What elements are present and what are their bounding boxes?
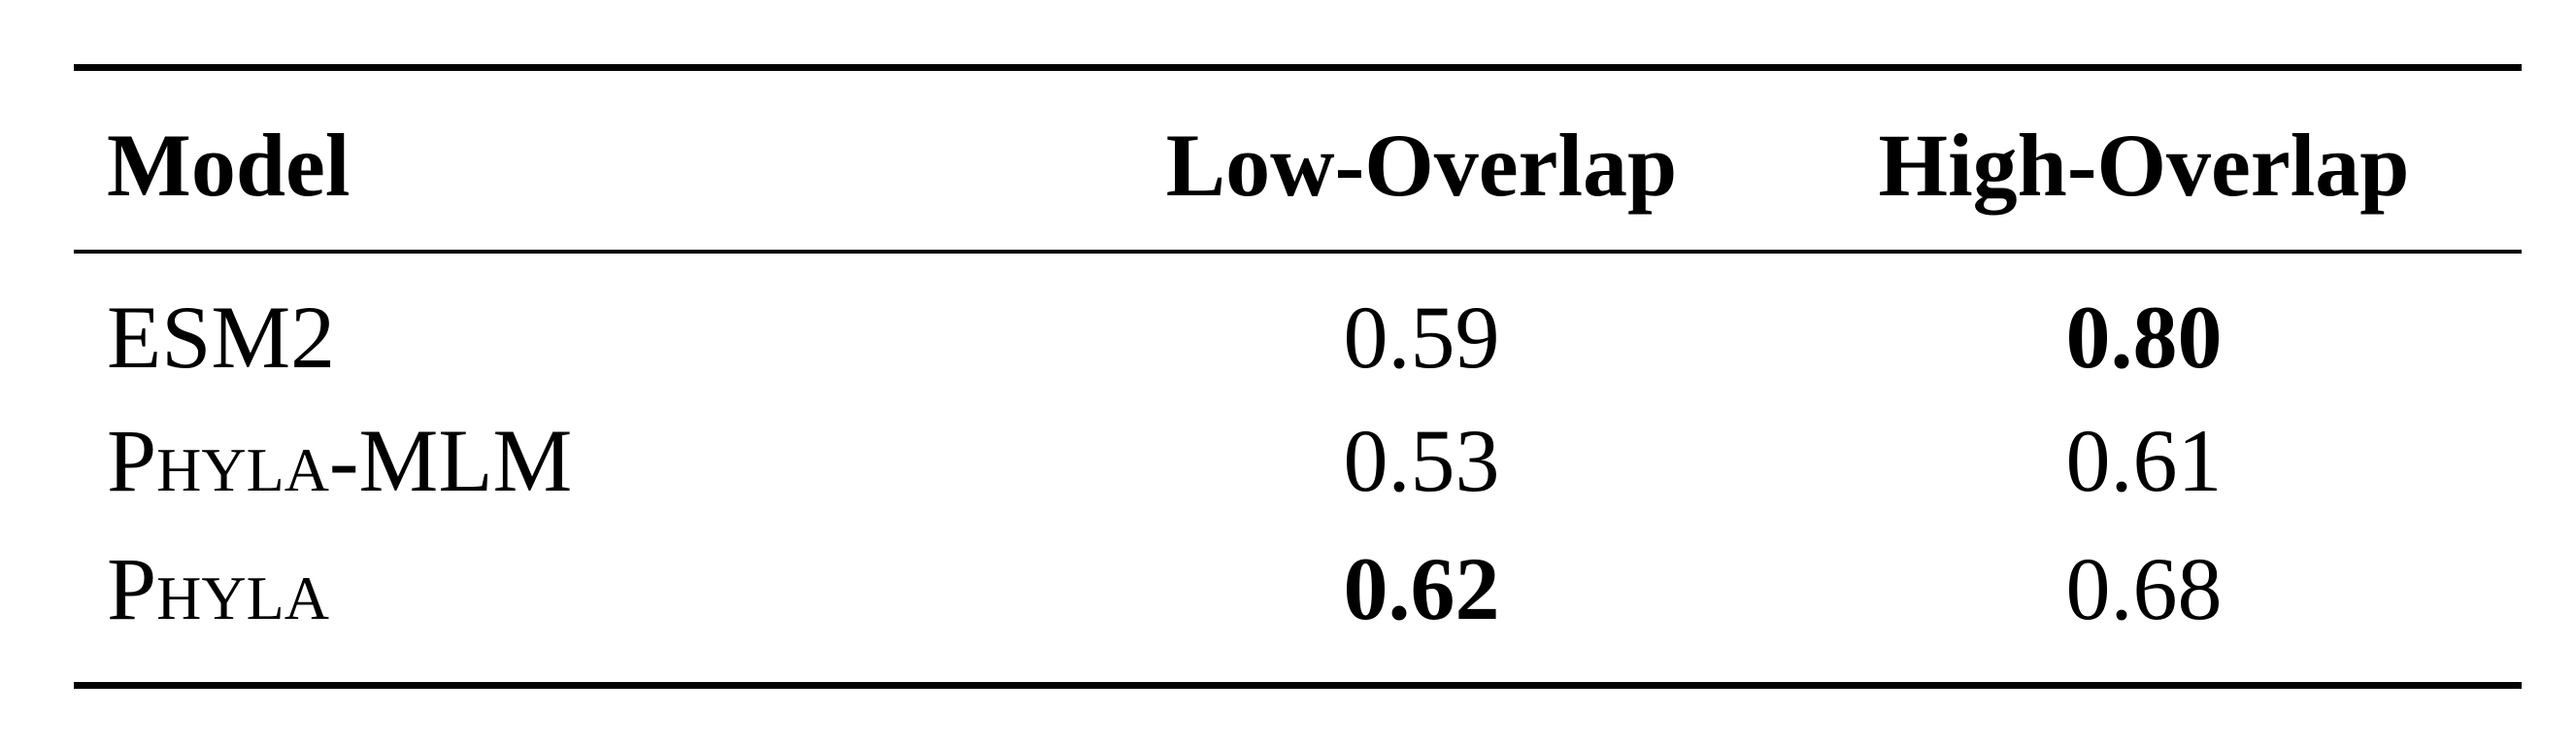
mid-rule [74,250,2522,254]
bottom-rule [74,682,2522,689]
header-cell: High-Overlap [1878,116,2410,215]
score-cell: 0.62 [1343,539,1500,638]
header-cell: Model [107,116,351,215]
score-cell: 0.61 [2065,411,2223,510]
score-cell: 0.68 [2065,539,2223,638]
score-cell: 0.53 [1343,411,1500,510]
score-cell: 0.59 [1343,288,1500,387]
top-rule [74,64,2522,71]
header-cell: Low-Overlap [1165,116,1678,215]
model-name: Phyla-MLM [107,411,573,510]
model-name: Phyla [107,539,329,638]
model-name: ESM2 [107,288,336,387]
score-cell: 0.80 [2065,288,2223,387]
